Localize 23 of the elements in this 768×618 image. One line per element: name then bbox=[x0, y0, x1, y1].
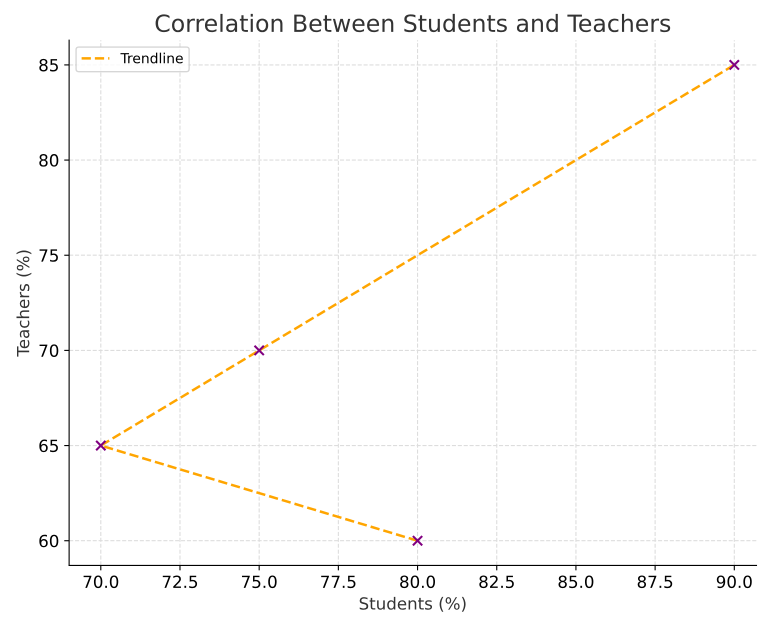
x-tick-label: 87.5 bbox=[638, 575, 672, 588]
x-tick-label: 80.0 bbox=[400, 575, 435, 588]
x-tick-label: 85.0 bbox=[558, 575, 594, 588]
point bbox=[253, 344, 265, 356]
legend-label: Trendline bbox=[120, 52, 183, 64]
chart-title: Correlation Between Students and Teachers bbox=[156, 14, 670, 32]
x-tick-label: 72.5 bbox=[162, 575, 198, 588]
x-tick-label: 82.5 bbox=[479, 575, 514, 588]
y-tick-label: 80 bbox=[39, 154, 58, 167]
x-tick-label: 70.0 bbox=[84, 575, 118, 588]
y-tick-label: 85 bbox=[39, 58, 58, 72]
x-tick-label: 90.0 bbox=[716, 575, 752, 588]
y-tick-label: 60 bbox=[39, 534, 58, 548]
x-tick-label: 77.5 bbox=[321, 576, 356, 588]
point bbox=[412, 535, 424, 546]
y-axis-title: Teachers (%) bbox=[16, 250, 32, 357]
x-tick-label: 75.0 bbox=[242, 575, 277, 588]
y-tick-label: 70 bbox=[40, 344, 58, 357]
y-tick-label: 75 bbox=[40, 249, 58, 262]
point bbox=[728, 59, 740, 71]
y-tick-label: 65 bbox=[39, 440, 58, 452]
x-axis-title: Students (%) bbox=[360, 596, 466, 612]
point bbox=[95, 440, 106, 452]
